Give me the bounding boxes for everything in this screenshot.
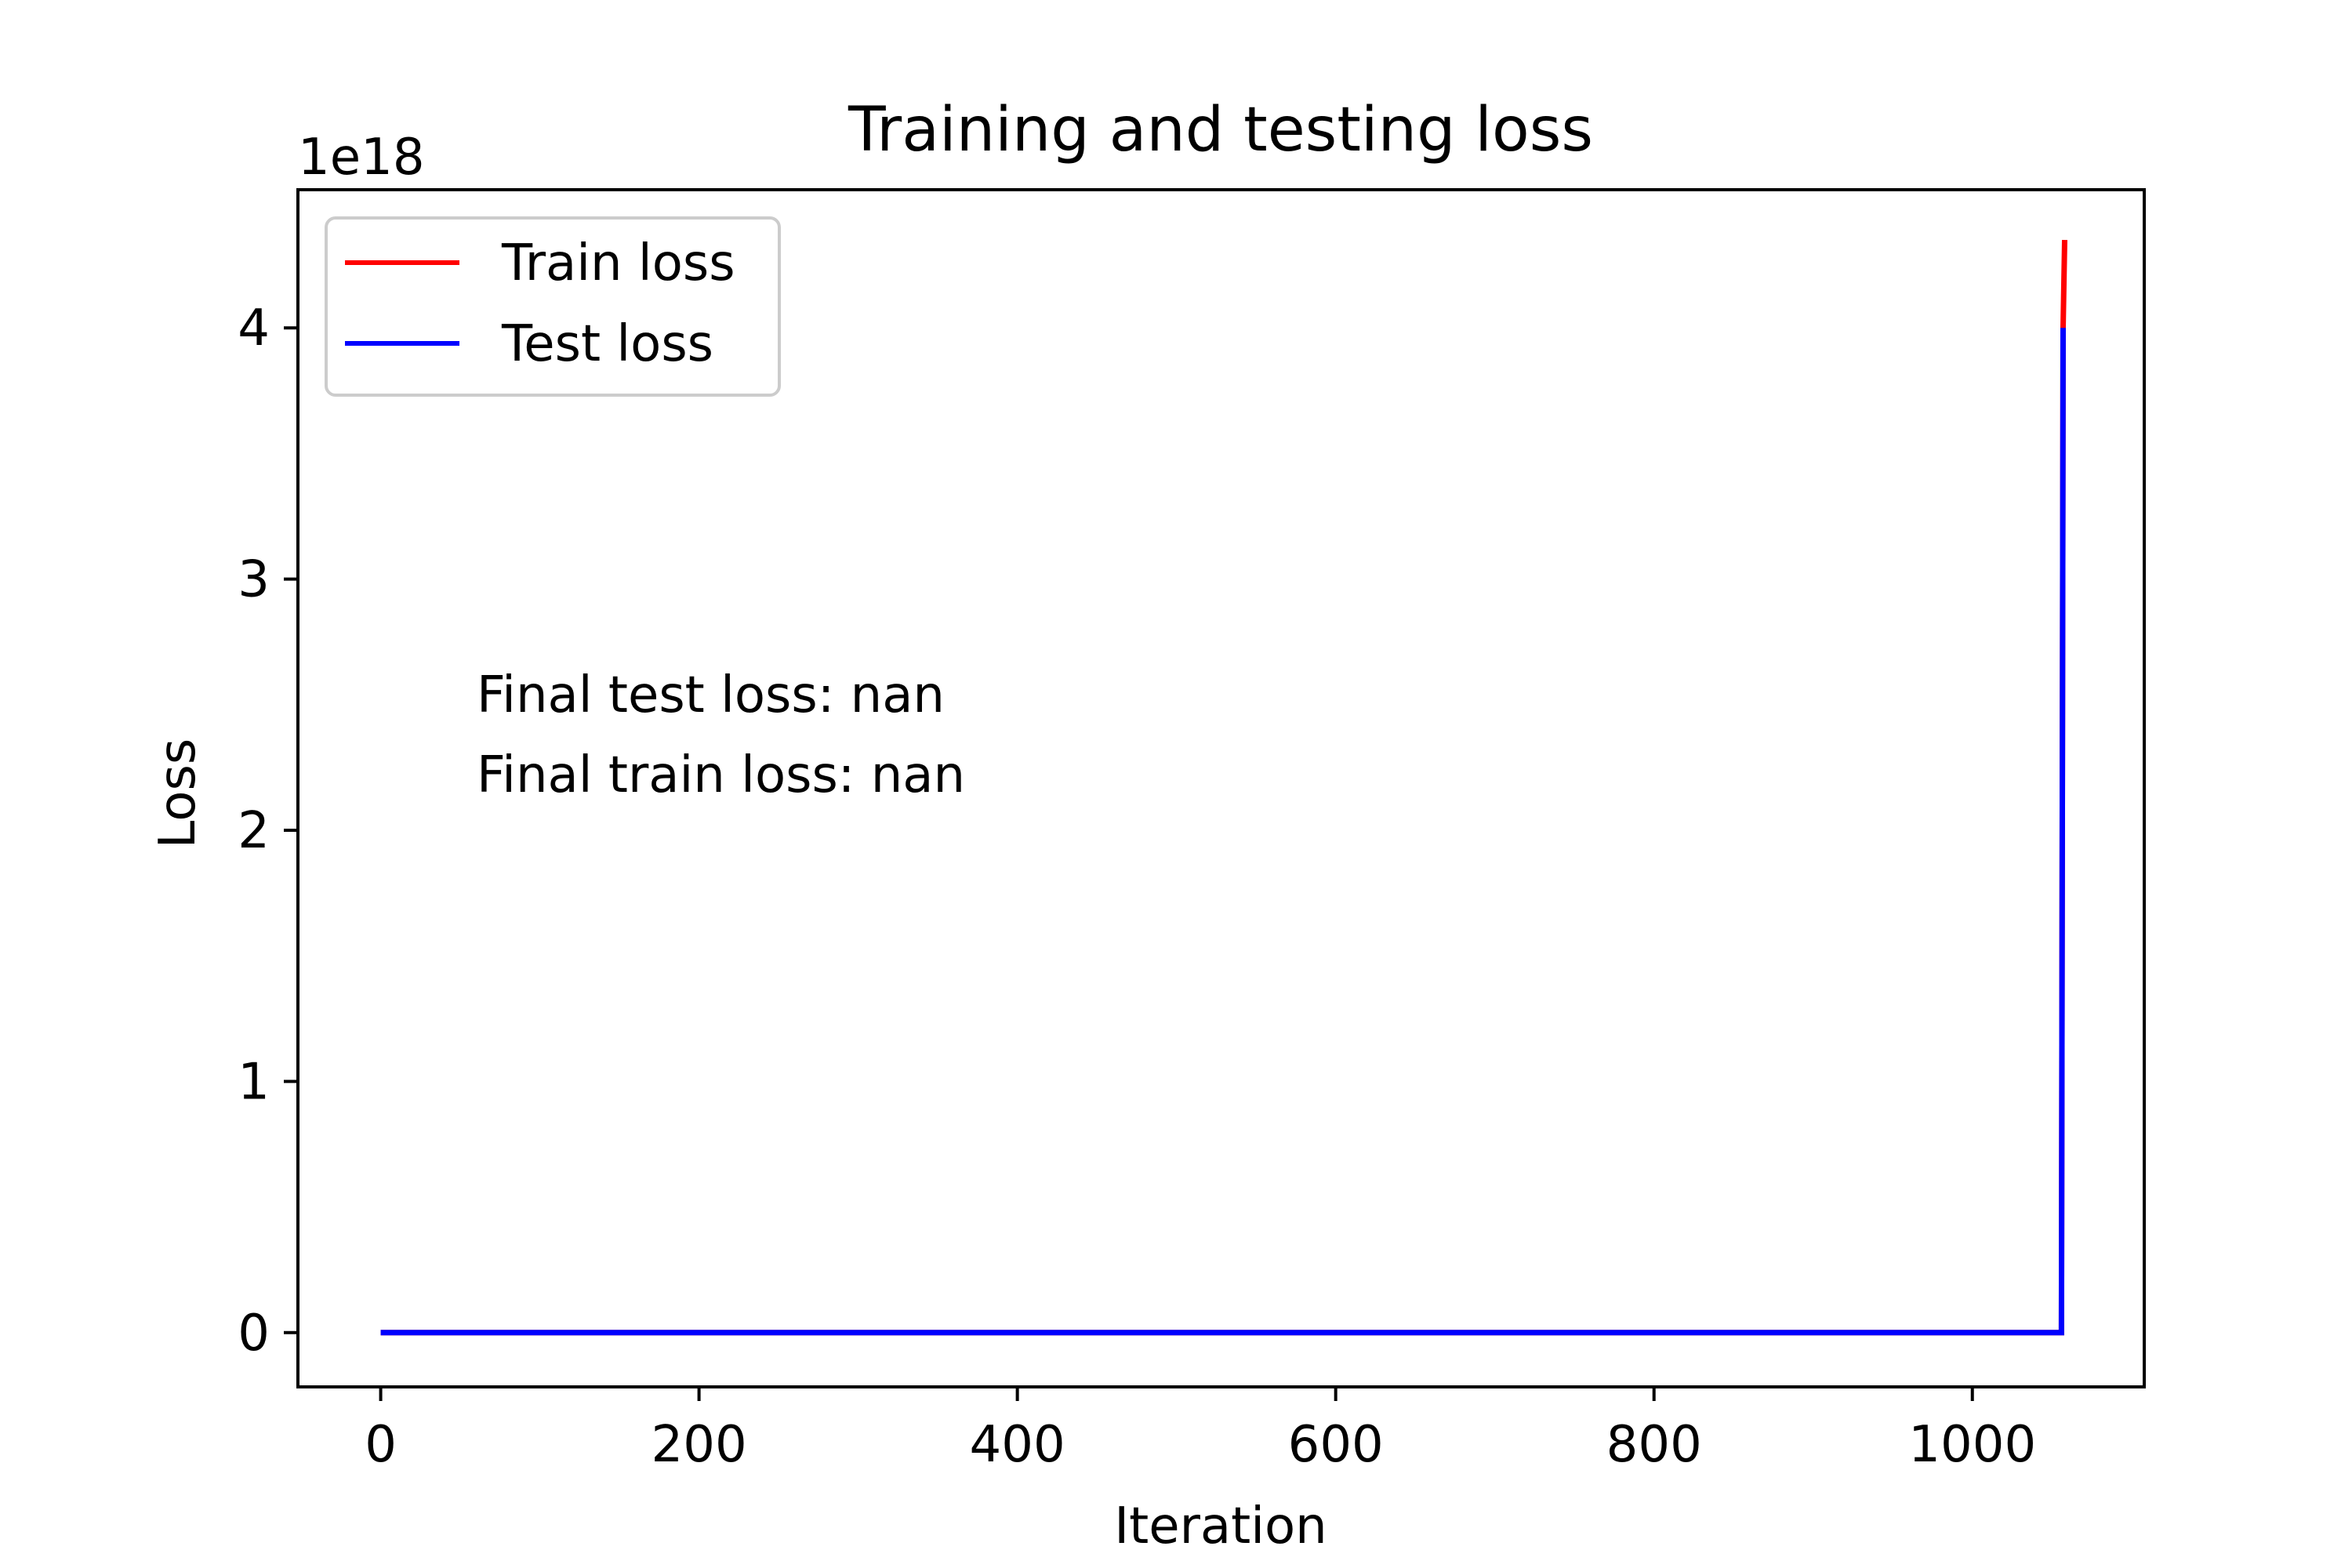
x-tick-label: 600 <box>1288 1416 1384 1474</box>
x-tick-label: 800 <box>1606 1416 1702 1474</box>
y-tick-label: 0 <box>238 1305 270 1363</box>
annotation-final-train-loss: Final train loss: nan <box>477 746 965 804</box>
y-tick-label: 4 <box>238 299 270 358</box>
y-offset-label: 1e18 <box>298 129 425 187</box>
y-axis-ticks: 0 1 2 3 4 <box>238 299 298 1363</box>
x-tick-label: 1000 <box>1908 1416 2036 1474</box>
y-axis-label: Loss <box>149 739 207 848</box>
plot-frame <box>296 188 2146 1388</box>
x-axis-label: Iteration <box>1114 1497 1327 1555</box>
series-line-test-loss <box>380 328 2066 1336</box>
legend-label-train-loss: Train loss <box>501 234 735 292</box>
chart-title: Training and testing loss <box>848 95 1593 165</box>
y-tick-label: 2 <box>238 802 270 860</box>
x-tick-label: 200 <box>652 1416 747 1474</box>
legend: Train loss Test loss <box>325 216 781 397</box>
y-tick-label: 3 <box>238 551 270 609</box>
x-tick-label: 0 <box>365 1416 397 1474</box>
legend-label-test-loss: Test loss <box>501 315 713 373</box>
y-tick-label: 1 <box>238 1053 270 1111</box>
annotation-group: Final test loss: nan Final train loss: n… <box>477 666 965 804</box>
plot-lines <box>380 240 2067 1336</box>
x-axis-ticks: 0 200 400 600 800 1000 <box>365 1387 2036 1474</box>
x-tick-label: 400 <box>970 1416 1065 1474</box>
annotation-final-test-loss: Final test loss: nan <box>477 666 945 724</box>
